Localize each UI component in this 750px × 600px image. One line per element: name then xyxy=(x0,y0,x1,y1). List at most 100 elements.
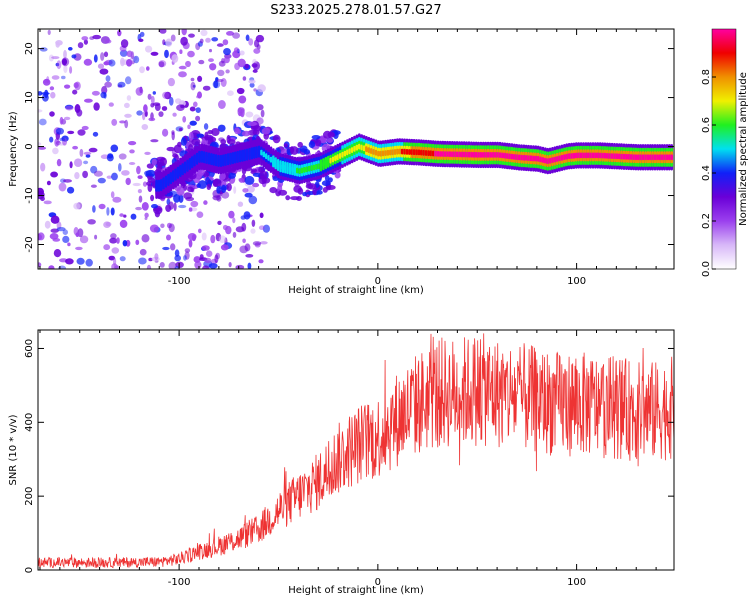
ridge-segment xyxy=(534,155,538,162)
ridge-segment xyxy=(608,153,611,159)
ridge-segment xyxy=(448,151,452,158)
ridge-segment xyxy=(279,163,282,170)
noise-blob xyxy=(252,182,260,188)
ridge-segment xyxy=(474,151,478,158)
noise-blob xyxy=(164,49,169,59)
noise-blob xyxy=(84,98,93,103)
noise-blob xyxy=(194,261,202,269)
noise-blob xyxy=(92,205,96,213)
ridge-segment xyxy=(296,167,299,174)
noise-blob xyxy=(142,111,146,121)
signal-blob xyxy=(322,187,328,193)
signal-blob xyxy=(151,158,157,166)
noise-blob xyxy=(162,128,169,137)
snr-panel: -100 0 100 0 200 400 600 Height of straight li… xyxy=(8,329,675,596)
ridge-segment xyxy=(586,152,590,159)
signal-blob xyxy=(191,138,201,146)
noise-blob xyxy=(40,162,46,172)
ridge-segment xyxy=(632,154,635,161)
snr-y-axis-title: SNR (10 * v/v) xyxy=(8,414,19,485)
snr-x-tick-label: 0 xyxy=(375,577,381,588)
noise-blob xyxy=(123,214,127,218)
noise-blob xyxy=(118,153,127,160)
noise-blob xyxy=(74,158,83,167)
colorbar-tick-label: 0.4 xyxy=(701,165,712,181)
noise-blob xyxy=(216,79,224,82)
noise-blob xyxy=(137,189,142,194)
signal-blob xyxy=(272,134,281,144)
ridge-segment xyxy=(265,153,268,160)
noise-blob xyxy=(260,109,265,118)
noise-blob xyxy=(258,225,265,230)
noise-blob xyxy=(92,131,99,137)
ridge-segment xyxy=(293,167,297,173)
ridge-segment xyxy=(539,156,542,163)
noise-blob xyxy=(75,246,83,251)
noise-blob xyxy=(208,263,218,269)
noise-blob xyxy=(185,196,195,202)
noise-blob xyxy=(150,51,159,56)
ridge-segment xyxy=(634,154,638,161)
noise-blob xyxy=(228,210,235,219)
noise-blob xyxy=(83,160,89,165)
noise-blob xyxy=(220,244,229,251)
noise-blob xyxy=(42,78,51,86)
noise-blob xyxy=(193,101,198,108)
ridge-segment xyxy=(405,149,409,155)
signal-blob xyxy=(326,185,336,190)
ridge-segment xyxy=(365,146,368,153)
ridge-segment xyxy=(205,155,208,161)
noise-blob xyxy=(193,256,201,263)
ridge-segment xyxy=(214,157,218,164)
noise-blob xyxy=(119,49,128,57)
noise-blob xyxy=(139,248,147,256)
noise-blob xyxy=(103,51,109,58)
signal-blob xyxy=(216,186,221,194)
noise-blob xyxy=(183,255,187,261)
noise-blob xyxy=(75,232,80,237)
ridge-segment xyxy=(467,151,471,158)
noise-blob xyxy=(55,40,63,46)
noise-blob xyxy=(93,170,103,177)
ridge-segment xyxy=(389,149,392,156)
signal-blob xyxy=(172,153,178,158)
snr-y-tick-label: 400 xyxy=(24,413,35,432)
ridge-segment xyxy=(207,155,211,162)
ridge-segment xyxy=(625,153,628,160)
ridge-segment xyxy=(195,155,199,162)
noise-blob xyxy=(100,52,105,61)
noise-blob xyxy=(87,219,96,225)
ridge-segment xyxy=(536,155,540,162)
signal-blob xyxy=(212,179,219,187)
ridge-segment xyxy=(575,152,578,159)
noise-blob xyxy=(124,102,130,109)
spectrogram-y-tick-label: -20 xyxy=(24,236,35,252)
signal-blob xyxy=(178,194,184,203)
signal-blob xyxy=(312,187,317,196)
noise-blob xyxy=(151,256,160,262)
noise-blob xyxy=(245,34,250,42)
noise-blob xyxy=(222,39,229,46)
noise-blob xyxy=(152,102,161,106)
noise-blob xyxy=(205,37,211,43)
signal-blob xyxy=(326,138,334,143)
noise-blob xyxy=(233,47,240,54)
noise-blob xyxy=(133,55,140,64)
noise-blob xyxy=(197,75,203,82)
noise-blob xyxy=(77,129,86,136)
ridge-segment xyxy=(169,175,173,181)
noise-blob xyxy=(232,231,237,238)
ridge-segment xyxy=(396,148,399,155)
ridge-segment xyxy=(179,168,182,174)
ridge-segment xyxy=(198,154,201,160)
noise-blob xyxy=(223,48,231,56)
noise-blob xyxy=(63,179,72,183)
ridge-segment xyxy=(174,171,177,178)
ridge-segment xyxy=(374,149,378,156)
noise-blob xyxy=(119,256,126,262)
signal-blob xyxy=(146,163,154,169)
noise-blob xyxy=(239,50,245,56)
noise-blob xyxy=(139,66,145,74)
noise-blob xyxy=(178,127,183,132)
noise-blob xyxy=(178,65,187,70)
